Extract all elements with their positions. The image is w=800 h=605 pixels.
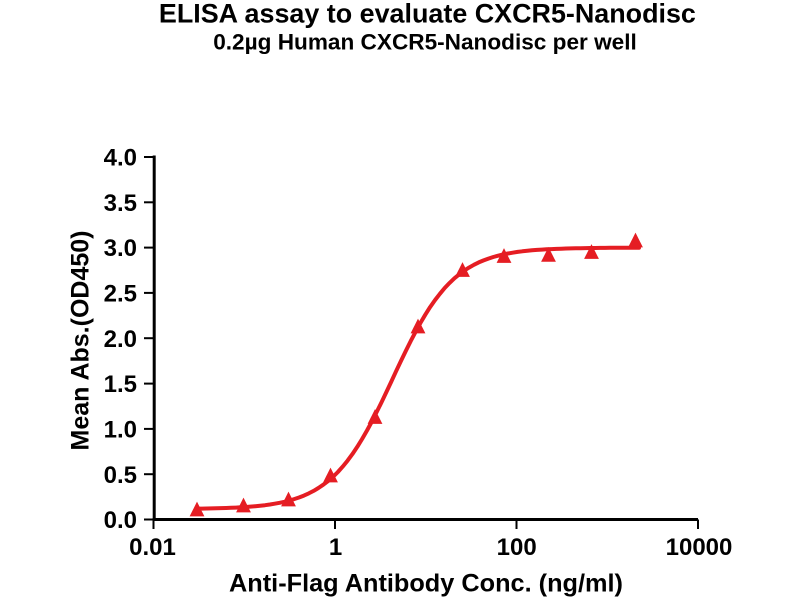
svg-text:4.0: 4.0	[104, 145, 137, 172]
svg-text:3.0: 3.0	[104, 235, 137, 262]
svg-text:2.0: 2.0	[104, 326, 137, 353]
svg-text:0.01: 0.01	[129, 534, 176, 561]
svg-text:100: 100	[497, 534, 537, 561]
svg-text:3.5: 3.5	[104, 190, 137, 217]
svg-text:10000: 10000	[666, 534, 733, 561]
svg-text:1.5: 1.5	[104, 371, 137, 398]
svg-text:1.0: 1.0	[104, 417, 137, 444]
svg-text:Anti-Flag Antibody Conc. (ng/m: Anti-Flag Antibody Conc. (ng/ml)	[229, 570, 623, 598]
svg-text:2.5: 2.5	[104, 281, 137, 308]
svg-text:0.0: 0.0	[104, 507, 137, 534]
svg-text:ELISA assay to evaluate CXCR5-: ELISA assay to evaluate CXCR5-Nanodisc	[159, 0, 696, 29]
svg-text:0.2µg Human CXCR5-Nanodisc per: 0.2µg Human CXCR5-Nanodisc per well	[213, 29, 637, 54]
svg-text:1: 1	[329, 534, 342, 561]
svg-text:Mean Abs.(OD450): Mean Abs.(OD450)	[66, 231, 94, 451]
svg-text:0.5: 0.5	[104, 462, 137, 489]
